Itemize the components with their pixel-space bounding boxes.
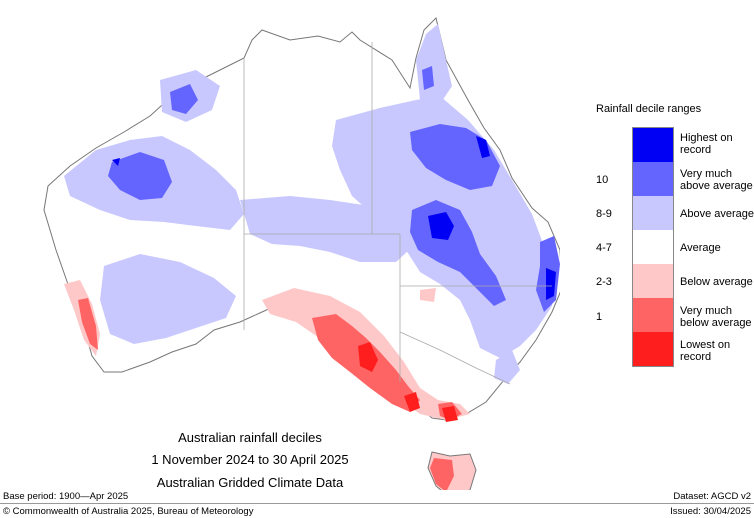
- legend-swatch-above: [633, 196, 673, 230]
- region-highest-coast: [476, 136, 490, 158]
- legend-range-1: 1: [596, 311, 603, 323]
- legend-label-line: above average: [680, 180, 753, 192]
- region-lowest-vic-east: [442, 406, 458, 422]
- legend-label-lowest: Lowest on record: [680, 339, 754, 363]
- legend-title: Rainfall decile ranges: [596, 103, 702, 115]
- region-lowest-vic: [404, 392, 420, 412]
- legend-label-very-much-above: Very much above average: [680, 168, 754, 192]
- region-highest-wa: [112, 158, 120, 166]
- legend-label-very-much-below: Very much below average: [680, 305, 754, 329]
- issued-text: Issued: 30/04/2025: [670, 506, 751, 517]
- rainfall-map: Rainfall decile ranges Highest on record…: [43, 17, 754, 490]
- footer-divider: [0, 503, 754, 504]
- legend-label-line: Above average: [680, 208, 754, 220]
- region-below-small-1: [420, 288, 436, 302]
- legend-label-line: Highest on: [680, 132, 733, 144]
- region-highest-nsw: [546, 268, 556, 300]
- legend-color-bar: [632, 127, 674, 367]
- legend-label-highest: Highest on record: [680, 132, 754, 156]
- state-borders: [243, 42, 552, 385]
- region-above-cape-york: [416, 24, 452, 104]
- legend-label-line: Below average: [680, 276, 753, 288]
- tasmania-very-much-below: [430, 458, 454, 490]
- copyright-text: © Commonwealth of Australia 2025, Bureau…: [3, 506, 254, 517]
- region-very-much-above-kimberley: [170, 84, 198, 114]
- legend-range-2-3: 2-3: [596, 276, 612, 288]
- legend-range-10: 10: [596, 174, 609, 186]
- australia-map-svg: [43, 17, 560, 490]
- region-very-much-above-cape: [422, 66, 434, 90]
- region-lowest-sa: [358, 342, 378, 372]
- legend-swatch-very-much-above: [633, 162, 673, 196]
- base-period-text: Base period: 1900—Apr 2025: [3, 491, 129, 502]
- legend-label-line: below average: [680, 317, 752, 329]
- legend-label-line: record: [680, 351, 712, 363]
- map-caption-dataset: Australian Gridded Climate Data: [156, 475, 344, 490]
- legend-label-line: Lowest on: [680, 339, 731, 351]
- legend-range-4-7: 4-7: [596, 242, 612, 254]
- legend-swatch-highest: [633, 128, 673, 162]
- legend-label-above: Above average: [680, 208, 754, 220]
- legend-swatch-very-much-below: [633, 298, 673, 332]
- map-caption-period: 1 November 2024 to 30 April 2025: [151, 452, 349, 467]
- legend-swatch-lowest: [633, 332, 673, 366]
- region-very-much-above-pilbara: [108, 152, 172, 200]
- legend-label-line: Average: [680, 242, 721, 254]
- legend-range-8-9: 8-9: [596, 208, 612, 220]
- region-highest-qld: [428, 212, 454, 240]
- map-caption-title: Australian rainfall deciles: [178, 430, 322, 445]
- legend-label-below: Below average: [680, 276, 754, 288]
- legend-swatch-below: [633, 264, 673, 298]
- region-very-much-below-wa: [78, 298, 98, 350]
- legend-swatch-average: [633, 230, 673, 264]
- legend-label-line: Very much: [680, 305, 732, 317]
- region-above-nsw-coast: [494, 350, 520, 384]
- border-nsw-vic: [399, 331, 511, 385]
- legend-label-line: Very much: [680, 168, 732, 180]
- dataset-text: Dataset: AGCD v2: [673, 491, 751, 502]
- legend-label-line: record: [680, 144, 712, 156]
- legend-label-average: Average: [680, 242, 754, 254]
- region-above-central-west: [100, 254, 236, 344]
